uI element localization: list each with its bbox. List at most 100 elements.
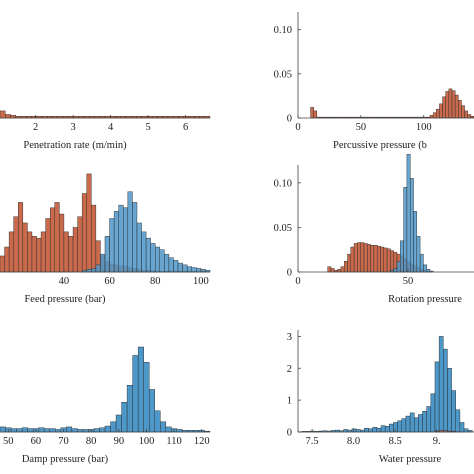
x-tick-label: 40 [59,276,70,287]
x-tick-label: 100 [139,436,155,447]
bar-blue [113,211,119,273]
x-tick-label: 60 [104,276,115,287]
series-red [327,242,431,273]
x-tick-label: 70 [58,436,69,447]
bar-blue [447,368,452,433]
bar-red [380,246,385,273]
bar-blue [10,428,17,433]
bar-red [63,231,69,273]
bar-blue [150,243,156,273]
bar-blue [132,202,138,273]
bar-red [77,216,83,273]
panel-damp: 50 60 70 80 90 100 110 120 Damp pressure (bar) [0,346,211,465]
bar-blue [143,362,150,433]
bar-red [327,266,332,273]
series-red [310,88,474,119]
x-tick-label: 80 [86,436,97,447]
bar-blue [389,423,394,433]
bar-blue [443,348,448,433]
bar-red [451,90,456,119]
y-tick-label: 3 [287,332,292,343]
bar-blue [416,236,421,273]
series-blue [0,346,211,433]
bar-blue [419,253,424,273]
bar-red [8,231,14,273]
bar-blue [426,406,432,433]
bar-blue [426,269,431,273]
bar-blue [100,253,106,273]
bar-red [376,245,381,273]
bar-blue [438,336,444,433]
bar-blue [95,264,101,273]
panel-feed: 40 60 80 100 Feed pressure (bar) [0,173,211,305]
bar-red [22,222,28,273]
x-axis-label: Penetration rate (m/min) [23,140,127,151]
bar-red [81,193,87,273]
bar-blue [191,267,197,273]
y-tick-label: 0 [287,268,292,279]
bar-red [367,244,371,273]
y-tick-label: 0.10 [274,178,292,189]
x-tick-label: 3 [71,122,76,133]
bar-blue [200,269,206,273]
bar-blue [165,426,172,433]
bar-blue [154,410,161,433]
bar-red [49,207,56,273]
y-tick-label: 0.10 [274,25,292,36]
bar-red [340,266,345,273]
bar-red [373,245,378,273]
bar-red [310,107,314,119]
bar-red [357,242,361,273]
x-tick-label: 50 [356,122,367,133]
x-tick-label: 8.5 [389,436,402,447]
bar-blue [434,361,440,433]
bar-red [4,246,10,273]
bar-blue [393,268,398,273]
bar-blue [196,268,202,273]
bar-blue [160,421,167,433]
series-blue [81,191,211,273]
bar-red [18,202,24,273]
panel-percussive: 0 50 100 0 0.05 0.10 Percussive pressure (b [274,12,474,151]
bar-blue [430,393,436,433]
bar-blue [104,425,111,433]
bar-blue [27,428,34,433]
bar-blue [423,264,427,273]
bar-red [54,202,60,273]
y-tick-label: 1 [287,396,292,407]
bar-blue [43,428,50,433]
x-tick-label: 0 [295,276,300,287]
bar-blue [413,211,418,273]
bar-red [330,268,335,273]
bar-blue [99,427,106,433]
bar-red [343,261,348,273]
x-tick-label: 100 [193,276,209,287]
bar-red [363,243,368,273]
bar-blue [396,261,401,273]
bar-red [458,100,462,119]
panel-rotation: 0 50 0 0.05 0.10 Rotation pressure [274,154,474,305]
bar-red [313,110,318,119]
bar-blue [38,427,45,433]
x-tick-label: 5 [146,122,151,133]
bar-blue [148,389,155,433]
series-red [0,110,211,119]
x-axis-label: Percussive pressure (b [333,140,427,151]
bar-blue [164,253,170,273]
bar-red [370,245,375,273]
bar-red [45,218,51,273]
bar-blue [66,426,73,433]
bar-blue [372,426,378,433]
x-tick-label: 60 [31,436,42,447]
bar-red [27,231,33,273]
bar-red [454,94,459,119]
bar-red [36,237,42,273]
x-tick-label: 4 [108,122,114,133]
bar-blue [177,262,183,273]
bar-blue [376,427,382,433]
bar-red [386,248,391,273]
bar-red [461,105,465,119]
x-tick-label: 0 [295,122,300,133]
bar-blue [0,426,6,433]
bar-red [353,243,358,273]
